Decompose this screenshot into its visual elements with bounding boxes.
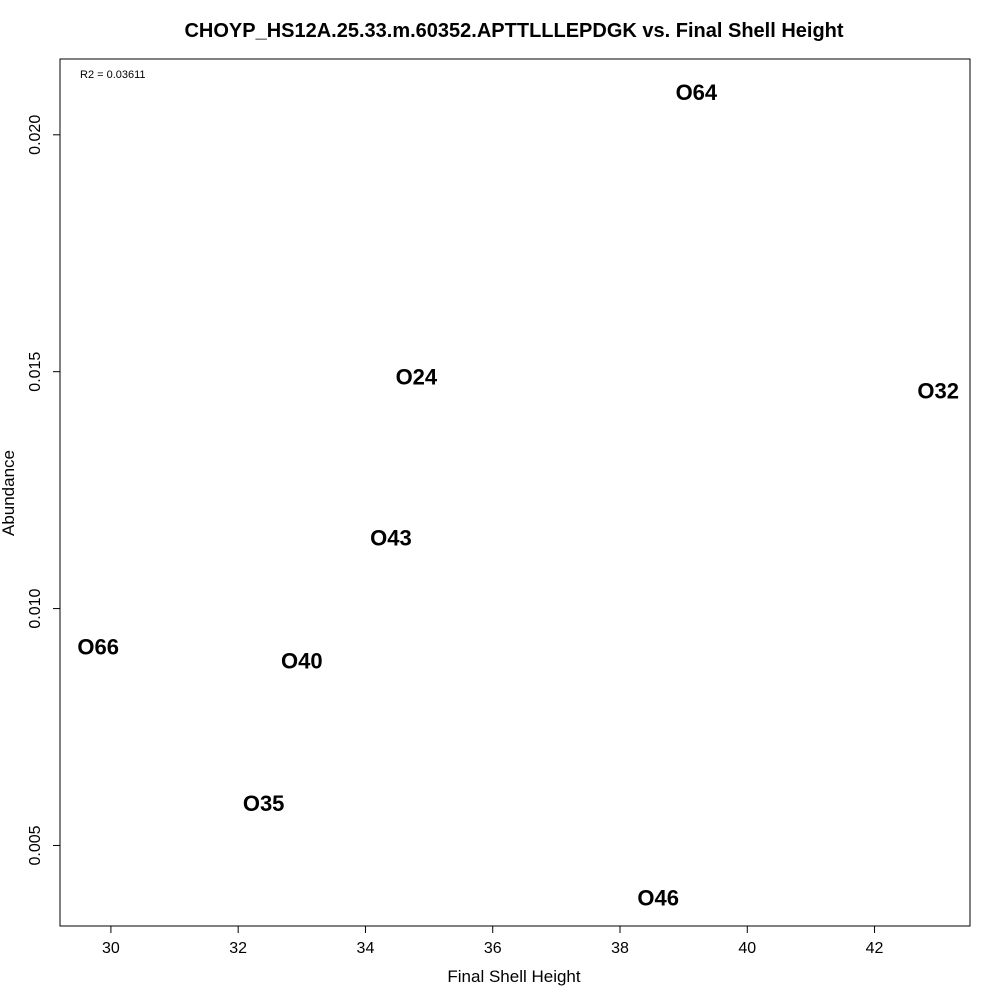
x-tick-label: 36: [484, 940, 502, 957]
x-tick-label: 40: [738, 940, 756, 957]
y-axis-label: Abundance: [0, 450, 18, 536]
x-axis-label: Final Shell Height: [447, 967, 581, 986]
data-point-label: O64: [676, 80, 718, 105]
data-point-label: O66: [77, 634, 119, 659]
y-tick-label: 0.005: [27, 825, 44, 865]
x-tick-label: 30: [102, 940, 120, 957]
data-point-label: O24: [396, 364, 438, 389]
data-point-label: O43: [370, 526, 412, 551]
data-point-label: O35: [243, 791, 285, 816]
x-tick-label: 38: [611, 940, 629, 957]
x-tick-label: 42: [866, 940, 884, 957]
plot-frame: [59, 58, 971, 927]
data-point-label: O46: [637, 886, 679, 911]
y-axis: 0.005 0.010 0.015 0.020: [27, 115, 61, 865]
r2-annotation: R2 = 0.03611: [80, 69, 146, 81]
chart-title: CHOYP_HS12A.25.33.m.60352.APTTLLLEPDGK v…: [184, 20, 843, 42]
x-tick-label: 34: [357, 940, 375, 957]
data-points: O64 O24 O32 O43 O66 O40 O35 O46: [77, 80, 959, 910]
x-tick-label: 32: [229, 940, 247, 957]
data-point-label: O40: [281, 649, 323, 674]
y-tick-label: 0.020: [27, 115, 44, 155]
x-axis: 30 32 34 36 38 40 42: [102, 925, 884, 957]
data-point-label: O32: [917, 379, 959, 404]
y-tick-label: 0.010: [27, 588, 44, 628]
y-tick-label: 0.015: [27, 352, 44, 392]
